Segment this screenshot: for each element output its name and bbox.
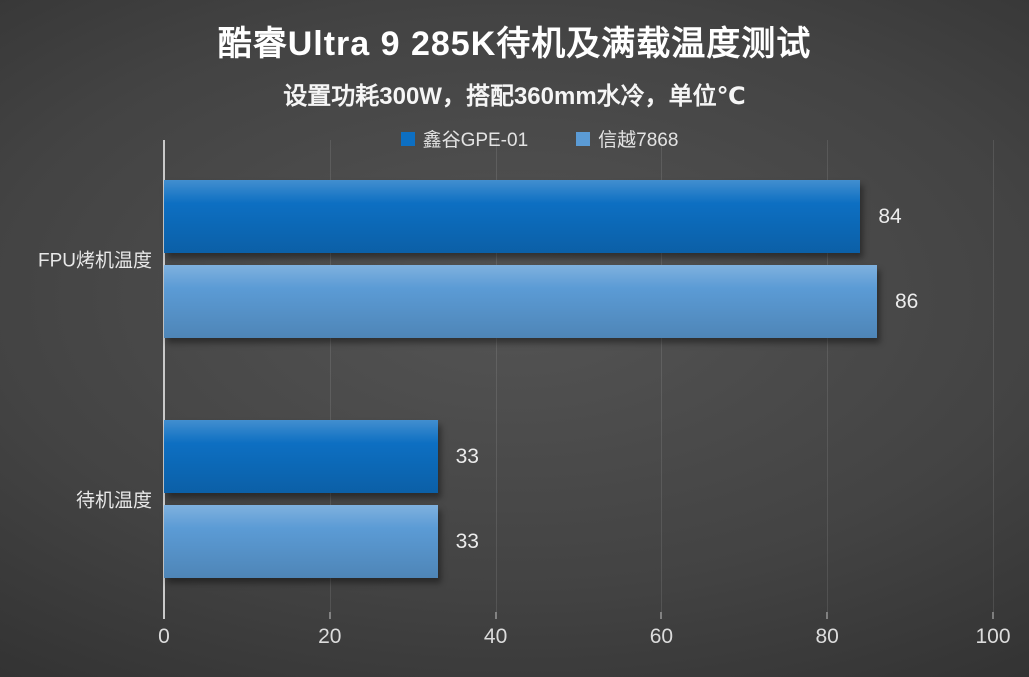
bar (164, 420, 438, 493)
bar-value-label: 33 (455, 444, 479, 468)
gridline (329, 140, 331, 612)
legend-label: 信越7868 (598, 130, 679, 151)
chart-subtitle: 设置功耗300W，搭配360mm水冷，单位℃ (283, 83, 746, 110)
x-tick-label: 0 (158, 625, 170, 648)
gridline (993, 140, 994, 612)
legend-item: 信越7868 (576, 125, 678, 152)
bar (164, 265, 877, 338)
bar (164, 505, 438, 578)
bar (164, 180, 861, 253)
category-label: FPU烤机温度 (37, 250, 152, 272)
gridline (661, 140, 663, 612)
x-axis-tick (494, 612, 497, 619)
legend-swatch-icon (576, 131, 591, 146)
x-tick-label: 80 (815, 625, 839, 648)
x-axis-tick (992, 612, 994, 619)
x-tick-label: 60 (649, 625, 674, 648)
x-tick-label: 20 (318, 625, 342, 648)
legend-swatch-icon (400, 131, 415, 146)
x-tick-label: 40 (483, 625, 508, 648)
bar-value-label: 86 (894, 289, 919, 313)
gridline (495, 140, 497, 612)
x-axis-tick (328, 612, 331, 619)
chart-title: 酷睿Ultra 9 285K待机及满载温度测试 (217, 25, 812, 63)
x-tick-label: 100 (975, 625, 1011, 648)
gridline (827, 140, 829, 612)
bar-value-label: 33 (455, 529, 479, 553)
legend: 鑫谷GPE-01 信越7868 (0, 125, 1029, 152)
category-label: 待机温度 (75, 490, 152, 512)
x-axis-tick (826, 612, 829, 619)
bar-value-label: 84 (878, 204, 902, 228)
legend-item: 鑫谷GPE-01 (400, 125, 529, 152)
y-axis-line (163, 140, 165, 619)
x-axis-tick (660, 612, 663, 619)
legend-label: 鑫谷GPE-01 (422, 130, 529, 151)
